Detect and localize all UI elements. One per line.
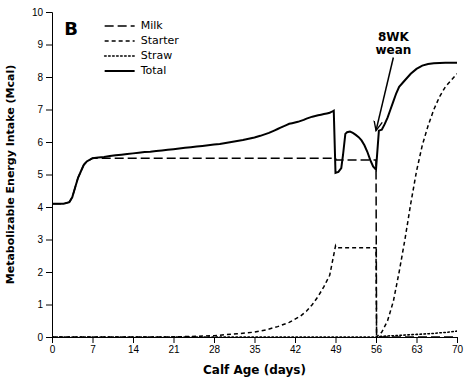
x-axis-tick: 70	[452, 337, 464, 355]
legend-swatch	[105, 40, 135, 42]
x-axis-tick-mark	[214, 337, 215, 343]
x-axis-tick: 63	[411, 337, 423, 355]
chart: 07142128354249566370012345678910Calf Age…	[0, 0, 473, 381]
y-axis-tick-label: 2	[37, 267, 43, 278]
y-axis-tick-mark	[46, 337, 52, 338]
x-axis-tick-mark	[376, 337, 377, 343]
x-axis-tick: 14	[128, 337, 140, 355]
y-axis-tick-mark	[46, 45, 52, 46]
y-axis-tick: 7	[37, 104, 52, 115]
x-axis-tick-mark	[295, 337, 296, 343]
y-axis-tick-mark	[46, 272, 52, 273]
y-axis-tick: 3	[37, 234, 52, 245]
legend-item: Milk	[105, 19, 164, 32]
x-axis-tick-label: 14	[128, 344, 140, 355]
y-axis-tick-label: 1	[37, 299, 43, 310]
y-axis-tick-mark	[46, 142, 52, 143]
annotation: 8WKwean	[375, 30, 411, 131]
x-axis-tick-mark	[417, 337, 418, 343]
x-axis-tick-mark	[255, 337, 256, 343]
y-axis-tick-label: 4	[37, 202, 43, 213]
legend-item: Starter	[105, 34, 180, 47]
x-axis-tick: 0	[50, 337, 56, 355]
x-axis-tick-mark	[457, 337, 458, 343]
annotation-text-line: wean	[375, 43, 411, 57]
x-axis-tick: 35	[249, 337, 261, 355]
legend-label: Straw	[141, 49, 173, 62]
y-axis-tick: 4	[37, 202, 52, 213]
series-line	[52, 158, 457, 337]
x-axis-tick-label: 63	[411, 344, 423, 355]
y-axis-tick-mark	[46, 175, 52, 176]
x-axis: 0 7 14 21 28 35 42 49 56 63 70	[50, 337, 464, 355]
legend-swatch	[105, 25, 135, 27]
x-axis-tick: 21	[168, 337, 180, 355]
y-axis-tick: 1	[37, 299, 52, 310]
legend-item: Straw	[105, 49, 173, 62]
y-axis-tick-mark	[46, 207, 52, 208]
x-axis-tick-label: 0	[50, 344, 56, 355]
series-line	[52, 331, 457, 337]
x-axis-tick-mark	[93, 337, 94, 343]
x-axis-tick: 42	[290, 337, 302, 355]
y-axis: 0 1 2 3 4 5 6 7 8 9 10	[32, 7, 53, 343]
y-axis-tick-mark	[46, 77, 52, 78]
x-axis-tick-label: 21	[168, 344, 180, 355]
y-axis-tick-label: 9	[37, 39, 43, 50]
series-line	[52, 74, 457, 337]
x-axis-tick: 56	[371, 337, 383, 355]
y-axis-tick: 10	[32, 7, 52, 18]
annotation-text: 8WKwean	[375, 30, 411, 57]
y-axis-tick: 5	[37, 169, 52, 180]
x-axis-tick: 49	[330, 337, 342, 355]
y-axis-tick: 2	[37, 267, 52, 278]
y-axis-tick: 6	[37, 137, 52, 148]
legend-label: Starter	[141, 34, 180, 47]
y-axis-tick-label: 7	[37, 104, 43, 115]
legend-swatch	[105, 55, 135, 57]
x-axis-line	[53, 338, 458, 344]
plot: 07142128354249566370012345678910Calf Age…	[4, 7, 463, 377]
y-axis-tick-mark	[46, 240, 52, 241]
y-axis-tick-label: 6	[37, 137, 43, 148]
y-axis-tick-mark	[46, 305, 52, 306]
legend: Milk Starter Straw Total	[105, 19, 180, 77]
y-axis-title: Metabolizable Energy Intake (Mcal)	[4, 65, 17, 285]
annotation-arrow	[376, 58, 393, 131]
x-axis-tick-label: 28	[209, 344, 221, 355]
x-axis-tick-label: 42	[290, 344, 302, 355]
legend-swatch	[105, 70, 135, 72]
x-axis-tick-label: 49	[330, 344, 342, 355]
x-axis-tick-label: 56	[371, 344, 383, 355]
x-axis-tick-mark	[336, 337, 337, 343]
y-axis-tick-label: 5	[37, 169, 43, 180]
x-axis-tick-mark	[133, 337, 134, 343]
y-axis-tick-mark	[46, 12, 52, 13]
x-axis-tick-label: 70	[452, 344, 464, 355]
series-line	[52, 63, 457, 204]
lines	[52, 63, 457, 337]
y-axis-tick-label: 10	[32, 7, 44, 18]
legend-item: Total	[105, 64, 167, 77]
x-axis-tick-label: 7	[90, 344, 96, 355]
x-axis-title: Calf Age (days)	[203, 363, 306, 377]
y-axis-tick: 0	[37, 332, 52, 343]
y-axis-tick: 9	[37, 39, 52, 50]
y-axis-tick-label: 0	[37, 332, 43, 343]
y-axis-tick: 8	[37, 72, 52, 83]
y-axis-line	[46, 13, 53, 338]
y-axis-tick-mark	[46, 110, 52, 111]
title: B	[64, 18, 78, 39]
x-axis-tick-label: 35	[249, 344, 261, 355]
annotation-text-line: 8WK	[378, 30, 410, 44]
y-axis-tick-label: 3	[37, 234, 43, 245]
x-axis-tick-mark	[174, 337, 175, 343]
x-axis-tick: 7	[90, 337, 96, 355]
y-axis-tick-label: 8	[37, 72, 43, 83]
x-axis-tick: 28	[209, 337, 221, 355]
legend-label: Total	[140, 64, 167, 77]
legend-label: Milk	[141, 19, 164, 32]
